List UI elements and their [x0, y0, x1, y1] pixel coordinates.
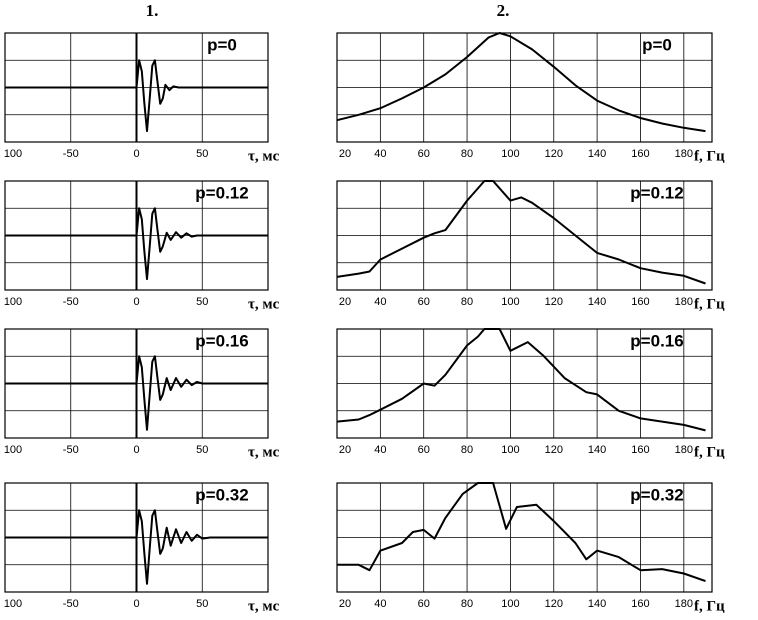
x-tick-label: 60	[418, 598, 430, 610]
chart-title: p=0.16	[630, 331, 683, 350]
x-tick-label: 140	[588, 148, 606, 160]
x-tick-label: 0	[133, 296, 139, 308]
x-tick-label: 0	[133, 444, 139, 456]
x-tick-label: 100	[501, 296, 519, 308]
x-axis-label: τ, мс	[248, 444, 280, 460]
x-tick-label: 20	[339, 598, 351, 610]
x-tick-label: 120	[545, 598, 563, 610]
x-tick-label: 160	[631, 148, 649, 160]
x-tick-label: 100	[4, 598, 22, 610]
x-tick-label: 180	[675, 444, 693, 456]
x-tick-label: 160	[631, 598, 649, 610]
x-tick-label: 120	[545, 148, 563, 160]
x-tick-label: 100	[4, 296, 22, 308]
x-tick-label: 100	[4, 444, 22, 456]
x-tick-label: 120	[545, 296, 563, 308]
x-tick-label: 140	[588, 296, 606, 308]
x-tick-label: 60	[418, 296, 430, 308]
x-tick-label: 20	[339, 296, 351, 308]
chart-title: p=0.16	[195, 331, 248, 350]
x-tick-label: 40	[374, 444, 386, 456]
chart-title: p=0.32	[195, 485, 248, 504]
column-label: 1.	[146, 1, 159, 20]
x-tick-label: 50	[196, 296, 208, 308]
x-tick-label: 80	[461, 444, 473, 456]
x-tick-label: 180	[675, 598, 693, 610]
x-axis-label: τ, мс	[248, 598, 280, 614]
x-tick-label: 180	[675, 296, 693, 308]
x-tick-label: 50	[196, 148, 208, 160]
x-tick-label: 140	[588, 444, 606, 456]
x-tick-label: 80	[461, 296, 473, 308]
x-tick-label: 180	[675, 148, 693, 160]
x-tick-label: 100	[4, 148, 22, 160]
chart-title: p=0.32	[630, 485, 683, 504]
x-axis-label: τ, мс	[248, 296, 280, 312]
signal-line	[337, 482, 706, 583]
signal-line	[5, 59, 268, 133]
x-tick-label: 60	[418, 148, 430, 160]
x-tick-label: 140	[588, 598, 606, 610]
signal-line	[336, 180, 706, 285]
x-axis-label: f, Гц	[694, 598, 725, 614]
x-tick-label: -50	[63, 444, 79, 456]
x-tick-label: 40	[374, 598, 386, 610]
x-tick-label: 50	[196, 598, 208, 610]
x-tick-label: 0	[133, 598, 139, 610]
x-tick-label: 100	[501, 148, 519, 160]
x-tick-label: 0	[133, 148, 139, 160]
chart-title: p=0.12	[195, 183, 248, 202]
x-tick-label: 100	[501, 444, 519, 456]
x-axis-label: f, Гц	[694, 296, 725, 312]
x-tick-label: 20	[339, 148, 351, 160]
x-tick-label: -50	[63, 296, 79, 308]
chart-title: p=0	[207, 35, 237, 54]
signal-line	[5, 509, 268, 585]
x-tick-label: 80	[461, 598, 473, 610]
x-tick-label: 20	[339, 444, 351, 456]
signal-line	[5, 207, 268, 281]
x-tick-label: 160	[631, 296, 649, 308]
x-tick-label: 80	[461, 148, 473, 160]
x-tick-label: -50	[63, 598, 79, 610]
x-tick-label: 100	[501, 598, 519, 610]
chart-title: p=0	[642, 35, 672, 54]
x-tick-label: 40	[374, 148, 386, 160]
x-axis-label: f, Гц	[694, 444, 725, 460]
chart-title: p=0.12	[630, 183, 683, 202]
x-tick-label: 60	[418, 444, 430, 456]
x-tick-label: 120	[545, 444, 563, 456]
signal-line	[336, 32, 706, 133]
x-tick-label: -50	[63, 148, 79, 160]
x-tick-label: 50	[196, 444, 208, 456]
x-axis-label: f, Гц	[694, 148, 725, 164]
signal-line	[5, 355, 268, 431]
column-label: 2.	[497, 1, 510, 20]
signal-line	[336, 328, 706, 432]
x-tick-label: 40	[374, 296, 386, 308]
x-tick-label: 160	[631, 444, 649, 456]
x-axis-label: τ, мс	[248, 148, 280, 164]
